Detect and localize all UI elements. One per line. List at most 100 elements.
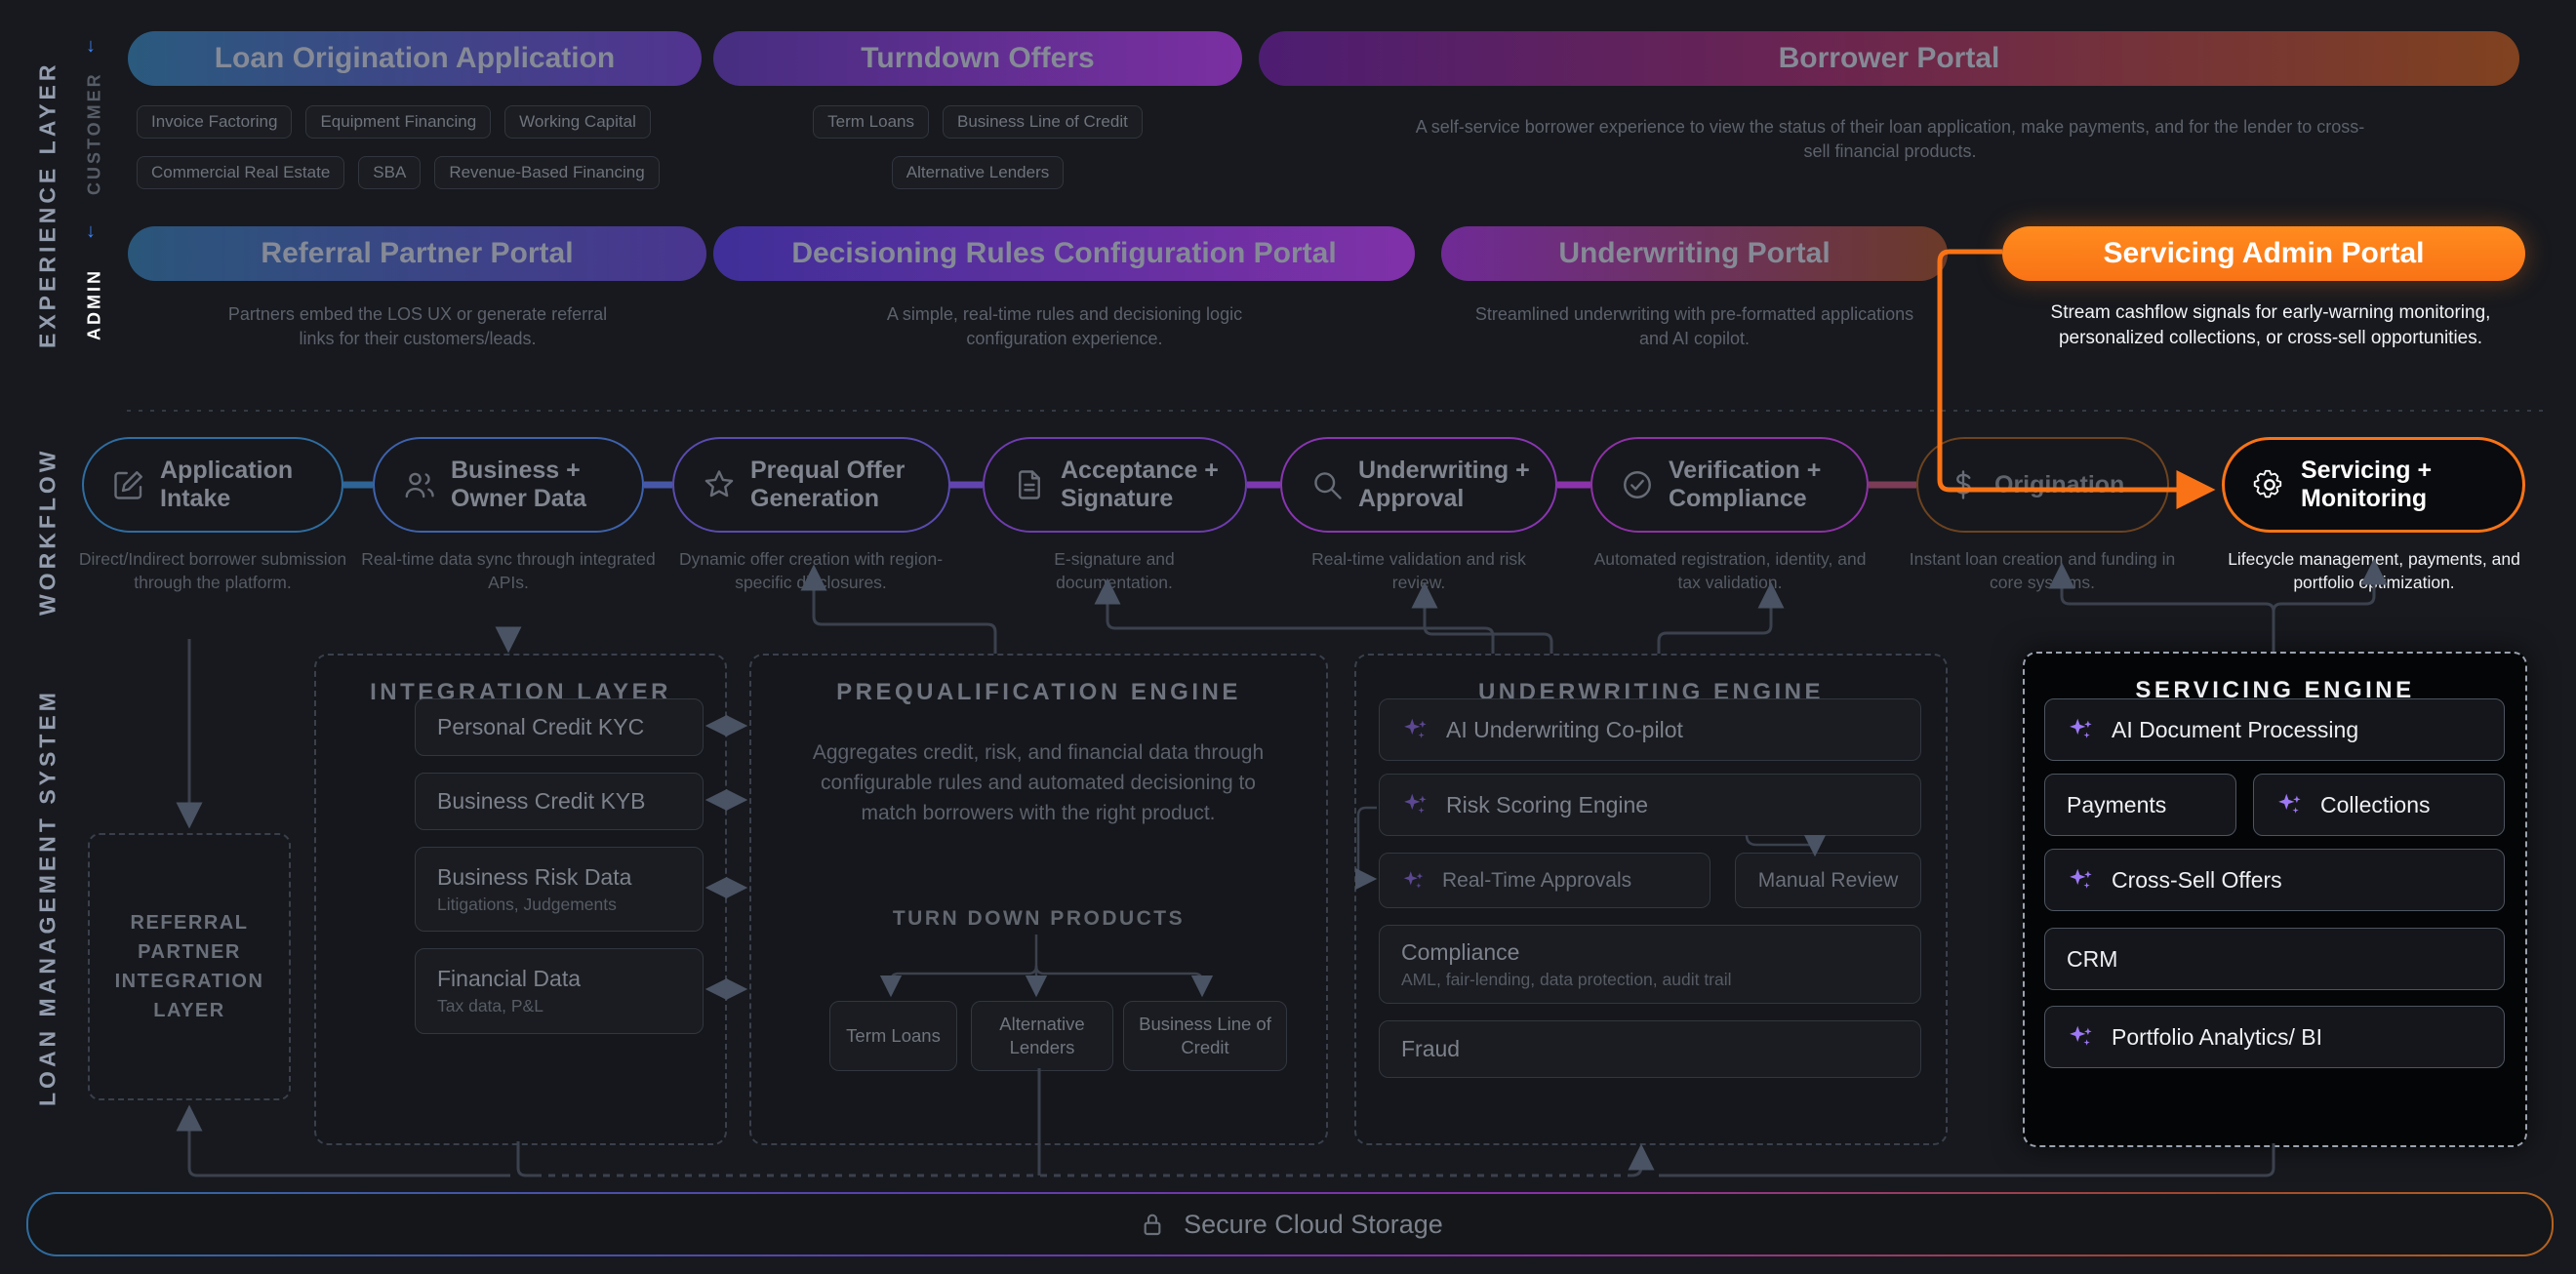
search-icon	[1314, 472, 1342, 499]
workflow-step-label: Application Intake	[160, 457, 294, 512]
tag-sba[interactable]: SBA	[358, 156, 422, 189]
referral-portal-description: Partners embed the LOS UX or generate re…	[227, 304, 608, 348]
underwriting-engine[interactable]: UNDERWRITING ENGINE AI Underwriting Co-p…	[1354, 654, 1948, 1145]
item-label: Portfolio Analytics/ BI	[2112, 1023, 2323, 1050]
servicing-item-ai-document-processing[interactable]: AI Document Processing	[2044, 698, 2505, 761]
workflow-step-origination[interactable]: Origination	[1916, 437, 2169, 533]
customer-arrow-icon: ↓	[86, 35, 96, 57]
item-label: Personal Credit KYC	[437, 714, 645, 739]
item-label: Fraud	[1401, 1036, 1461, 1061]
underwriting-item-risk-scoring[interactable]: Risk Scoring Engine	[1379, 774, 1921, 836]
lock-icon	[1144, 1214, 1161, 1236]
ai-sparkle-icon	[1403, 870, 1424, 889]
integration-layer-engine[interactable]: INTEGRATION LAYER Personal Credit KYC Bu…	[314, 654, 727, 1145]
turndown-product-business-line-of-credit[interactable]: Business Line of Credit	[1123, 1001, 1287, 1071]
workflow-step-application-intake[interactable]: Application Intake	[82, 437, 343, 533]
workflow-step-label: Verification + Compliance	[1669, 457, 1822, 512]
prequalification-engine-title: PREQUALIFICATION ENGINE	[836, 679, 1241, 705]
item-label: Collections	[2320, 791, 2431, 817]
integration-bottom-stem	[516, 1141, 535, 1177]
tag-term-loans[interactable]: Term Loans	[813, 105, 929, 139]
tag-alternative-lenders[interactable]: Alternative Lenders	[891, 156, 1065, 189]
pill-borrower-portal[interactable]: Borrower Portal	[1259, 31, 2519, 86]
tag-commercial-real-estate[interactable]: Commercial Real Estate	[137, 156, 345, 189]
star-icon	[704, 470, 734, 498]
ai-sparkle-icon	[2070, 868, 2092, 889]
servicing-item-payments[interactable]: Payments	[2044, 774, 2236, 836]
servicing-item-collections[interactable]: Collections	[2253, 774, 2505, 836]
workflow-step-label: Prequal Offer Generation	[750, 457, 906, 512]
underwriting-item-compliance[interactable]: Compliance AML, fair-lending, data prote…	[1379, 925, 1921, 1004]
pill-referral-partner-portal[interactable]: Referral Partner Portal	[128, 226, 706, 281]
underwriting-to-acceptance-elbow	[1094, 577, 1495, 654]
tag-working-capital[interactable]: Working Capital	[504, 105, 651, 139]
workflow-step-underwriting-approval[interactable]: Underwriting + Approval	[1280, 437, 1557, 533]
pill-loan-origination-application[interactable]: Loan Origination Application	[128, 31, 702, 86]
item-label: AI Underwriting Co-pilot	[1446, 716, 1683, 742]
pill-turndown-offers[interactable]: Turndown Offers	[713, 31, 1242, 86]
tag-business-line-of-credit[interactable]: Business Line of Credit	[943, 105, 1143, 139]
item-label: Payments	[2067, 791, 2167, 817]
workflow-step-label: Business + Owner Data	[451, 457, 586, 512]
underwriting-item-fraud[interactable]: Fraud	[1379, 1020, 1921, 1078]
tag-invoice-factoring[interactable]: Invoice Factoring	[137, 105, 293, 139]
workflow-desc-underwriting: Real-time validation and risk review.	[1311, 549, 1526, 592]
pill-decisioning-rules-portal[interactable]: Decisioning Rules Configuration Portal	[713, 226, 1415, 281]
check-circle-icon	[1624, 471, 1651, 498]
item-sublabel: AML, fair-lending, data protection, audi…	[1401, 969, 1732, 989]
rail-customer: CUSTOMER	[84, 71, 104, 196]
borrower-portal-description: A self-service borrower experience to vi…	[1415, 117, 2365, 161]
workflow-step-acceptance-signature[interactable]: Acceptance + Signature	[983, 437, 1247, 533]
tag-equipment-financing[interactable]: Equipment Financing	[305, 105, 492, 139]
turndown-product-alternative-lenders[interactable]: Alternative Lenders	[971, 1001, 1113, 1071]
servicing-bottom-stem	[1659, 1143, 2275, 1177]
gear-icon	[2253, 469, 2282, 498]
workflow-step-business-owner-data[interactable]: Business + Owner Data	[373, 437, 644, 533]
workflow-desc-acceptance: E-signature and documentation.	[1054, 549, 1175, 592]
underwriting-to-approval-elbow	[1411, 581, 1553, 654]
item-label: CRM	[2067, 945, 2118, 972]
referral-partner-integration-layer-box[interactable]: REFERRAL PARTNER INTEGRATION LAYER	[88, 833, 291, 1100]
item-label: Business Credit KYB	[437, 788, 646, 814]
servicing-engine[interactable]: SERVICING ENGINE AI Document Processing …	[2023, 652, 2527, 1147]
underwriting-to-verification-elbow	[1657, 581, 1785, 654]
item-label: Cross-Sell Offers	[2112, 866, 2282, 893]
integration-item-financial-data[interactable]: Financial Data Tax data, P&L	[415, 948, 704, 1034]
rail-lms: LOAN MANAGEMENT SYSTEM	[34, 689, 60, 1106]
integration-item-business-risk-data[interactable]: Business Risk Data Litigations, Judgemen…	[415, 847, 704, 932]
underwriting-item-realtime-approvals[interactable]: Real-Time Approvals	[1379, 853, 1711, 908]
underwriting-item-manual-review[interactable]: Manual Review	[1735, 853, 1921, 908]
integration-item-business-credit-kyb[interactable]: Business Credit KYB	[415, 773, 704, 830]
tag-revenue-based-financing[interactable]: Revenue-Based Financing	[434, 156, 660, 189]
workflow-step-servicing-monitoring[interactable]: Servicing + Monitoring	[2222, 437, 2525, 533]
servicing-item-crm[interactable]: CRM	[2044, 928, 2505, 990]
users-icon	[405, 472, 434, 498]
pill-servicing-admin-portal[interactable]: Servicing Admin Portal	[2002, 226, 2525, 281]
pill-underwriting-portal[interactable]: Underwriting Portal	[1441, 226, 1948, 281]
workflow-desc-business-owner: Real-time data sync through integrated A…	[361, 549, 656, 592]
ai-sparkle-icon	[2278, 793, 2301, 814]
rail-experience-layer: EXPERIENCE LAYER	[34, 60, 60, 349]
underwriting-item-ai-copilot[interactable]: AI Underwriting Co-pilot	[1379, 698, 1921, 761]
workflow-desc-application-intake: Direct/Indirect borrower submission thro…	[78, 549, 347, 592]
workflow-desc-prequal-offer: Dynamic offer creation with region-speci…	[678, 549, 944, 592]
prequalification-description: Aggregates credit, risk, and financial d…	[812, 741, 1265, 824]
dollar-icon	[1955, 470, 1971, 499]
prequalification-engine[interactable]: PREQUALIFICATION ENGINE Aggregates credi…	[749, 654, 1328, 1145]
document-icon	[1019, 470, 1040, 499]
rail-admin: ADMIN	[84, 268, 104, 340]
integration-item-personal-credit-kyc[interactable]: Personal Credit KYC	[415, 698, 704, 756]
ai-sparkle-icon	[2070, 718, 2092, 738]
servicing-item-cross-sell-offers[interactable]: Cross-Sell Offers	[2044, 849, 2505, 911]
servicing-item-portfolio-analytics[interactable]: Portfolio Analytics/ BI	[2044, 1006, 2505, 1068]
workflow-step-verification-compliance[interactable]: Verification + Compliance	[1590, 437, 1869, 533]
item-label: Business Risk Data	[437, 863, 632, 890]
workflow-step-label: Servicing + Monitoring	[2301, 457, 2433, 512]
secure-cloud-storage-bar[interactable]: Secure Cloud Storage	[26, 1192, 2554, 1256]
item-label: AI Document Processing	[2112, 716, 2359, 742]
workflow-step-prequal-offer-generation[interactable]: Prequal Offer Generation	[672, 437, 950, 533]
item-label: Manual Review	[1757, 868, 1899, 892]
turn-down-products-title: TURN DOWN PRODUCTS	[892, 907, 1186, 930]
turndown-product-term-loans[interactable]: Term Loans	[829, 1001, 957, 1071]
